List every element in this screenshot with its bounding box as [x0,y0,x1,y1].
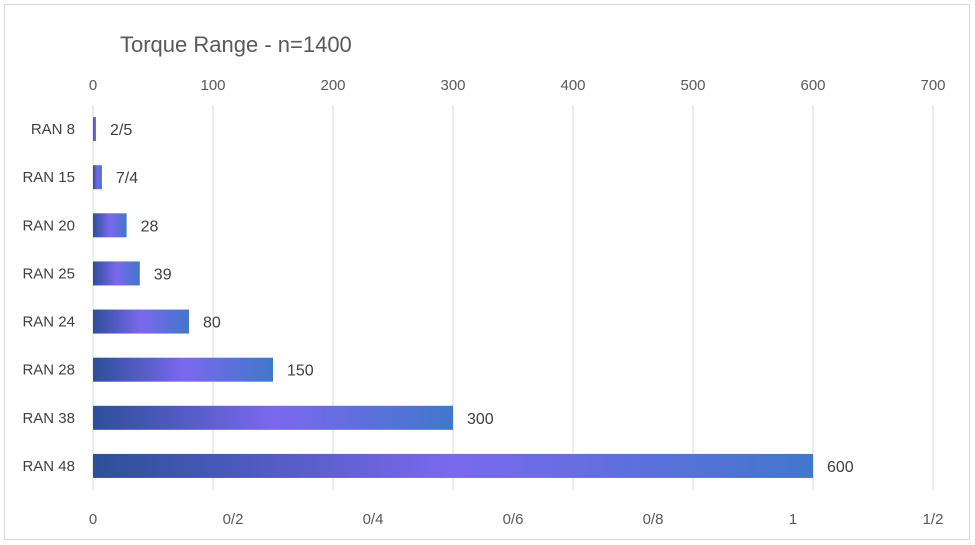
bottom-axis-tick-label: 1/2 [923,511,944,528]
bottom-axis-tick-label: 1 [789,511,797,528]
top-axis-tick-label: 600 [800,77,825,94]
data-label: 80 [203,315,221,332]
bottom-axis-tick-label: 0 [89,511,97,528]
bar [93,165,102,190]
bar [93,117,96,142]
category-label: RAN 48 [22,458,75,475]
top-axis-tick-label: 700 [920,77,945,94]
bottom-axis-tick-label: 0/8 [643,511,664,528]
category-label: RAN 8 [31,121,75,138]
bar [93,357,273,382]
top-axis-tick-label: 300 [440,77,465,94]
category-label: RAN 38 [22,410,75,427]
chart-title: Torque Range - n=1400 [120,32,352,57]
bottom-axis-tick-label: 0/2 [223,511,244,528]
bar [93,261,140,286]
data-label: 39 [154,266,172,283]
category-label: RAN 15 [22,169,75,186]
bottom-axis-tick-label: 0/6 [503,511,524,528]
bar [93,405,453,430]
top-axis-tick-label: 400 [560,77,585,94]
category-label: RAN 20 [22,217,75,234]
bottom-axis-tick-label: 0/4 [363,511,384,528]
bar [93,213,127,238]
top-axis-tick-label: 200 [320,77,345,94]
category-label: RAN 25 [22,265,75,282]
chart-frame [4,4,970,540]
data-label: 600 [827,459,854,476]
top-axis-tick-label: 0 [89,77,97,94]
data-label: 2/5 [110,122,132,139]
top-axis-tick-label: 100 [200,77,225,94]
category-label: RAN 28 [22,362,75,379]
category-label: RAN 24 [22,314,75,331]
data-label: 150 [287,363,314,380]
data-label: 7/4 [116,170,138,187]
bar [93,309,189,334]
data-label: 300 [467,411,494,428]
top-axis-tick-label: 500 [680,77,705,94]
data-label: 28 [141,218,159,235]
bar [93,453,813,478]
